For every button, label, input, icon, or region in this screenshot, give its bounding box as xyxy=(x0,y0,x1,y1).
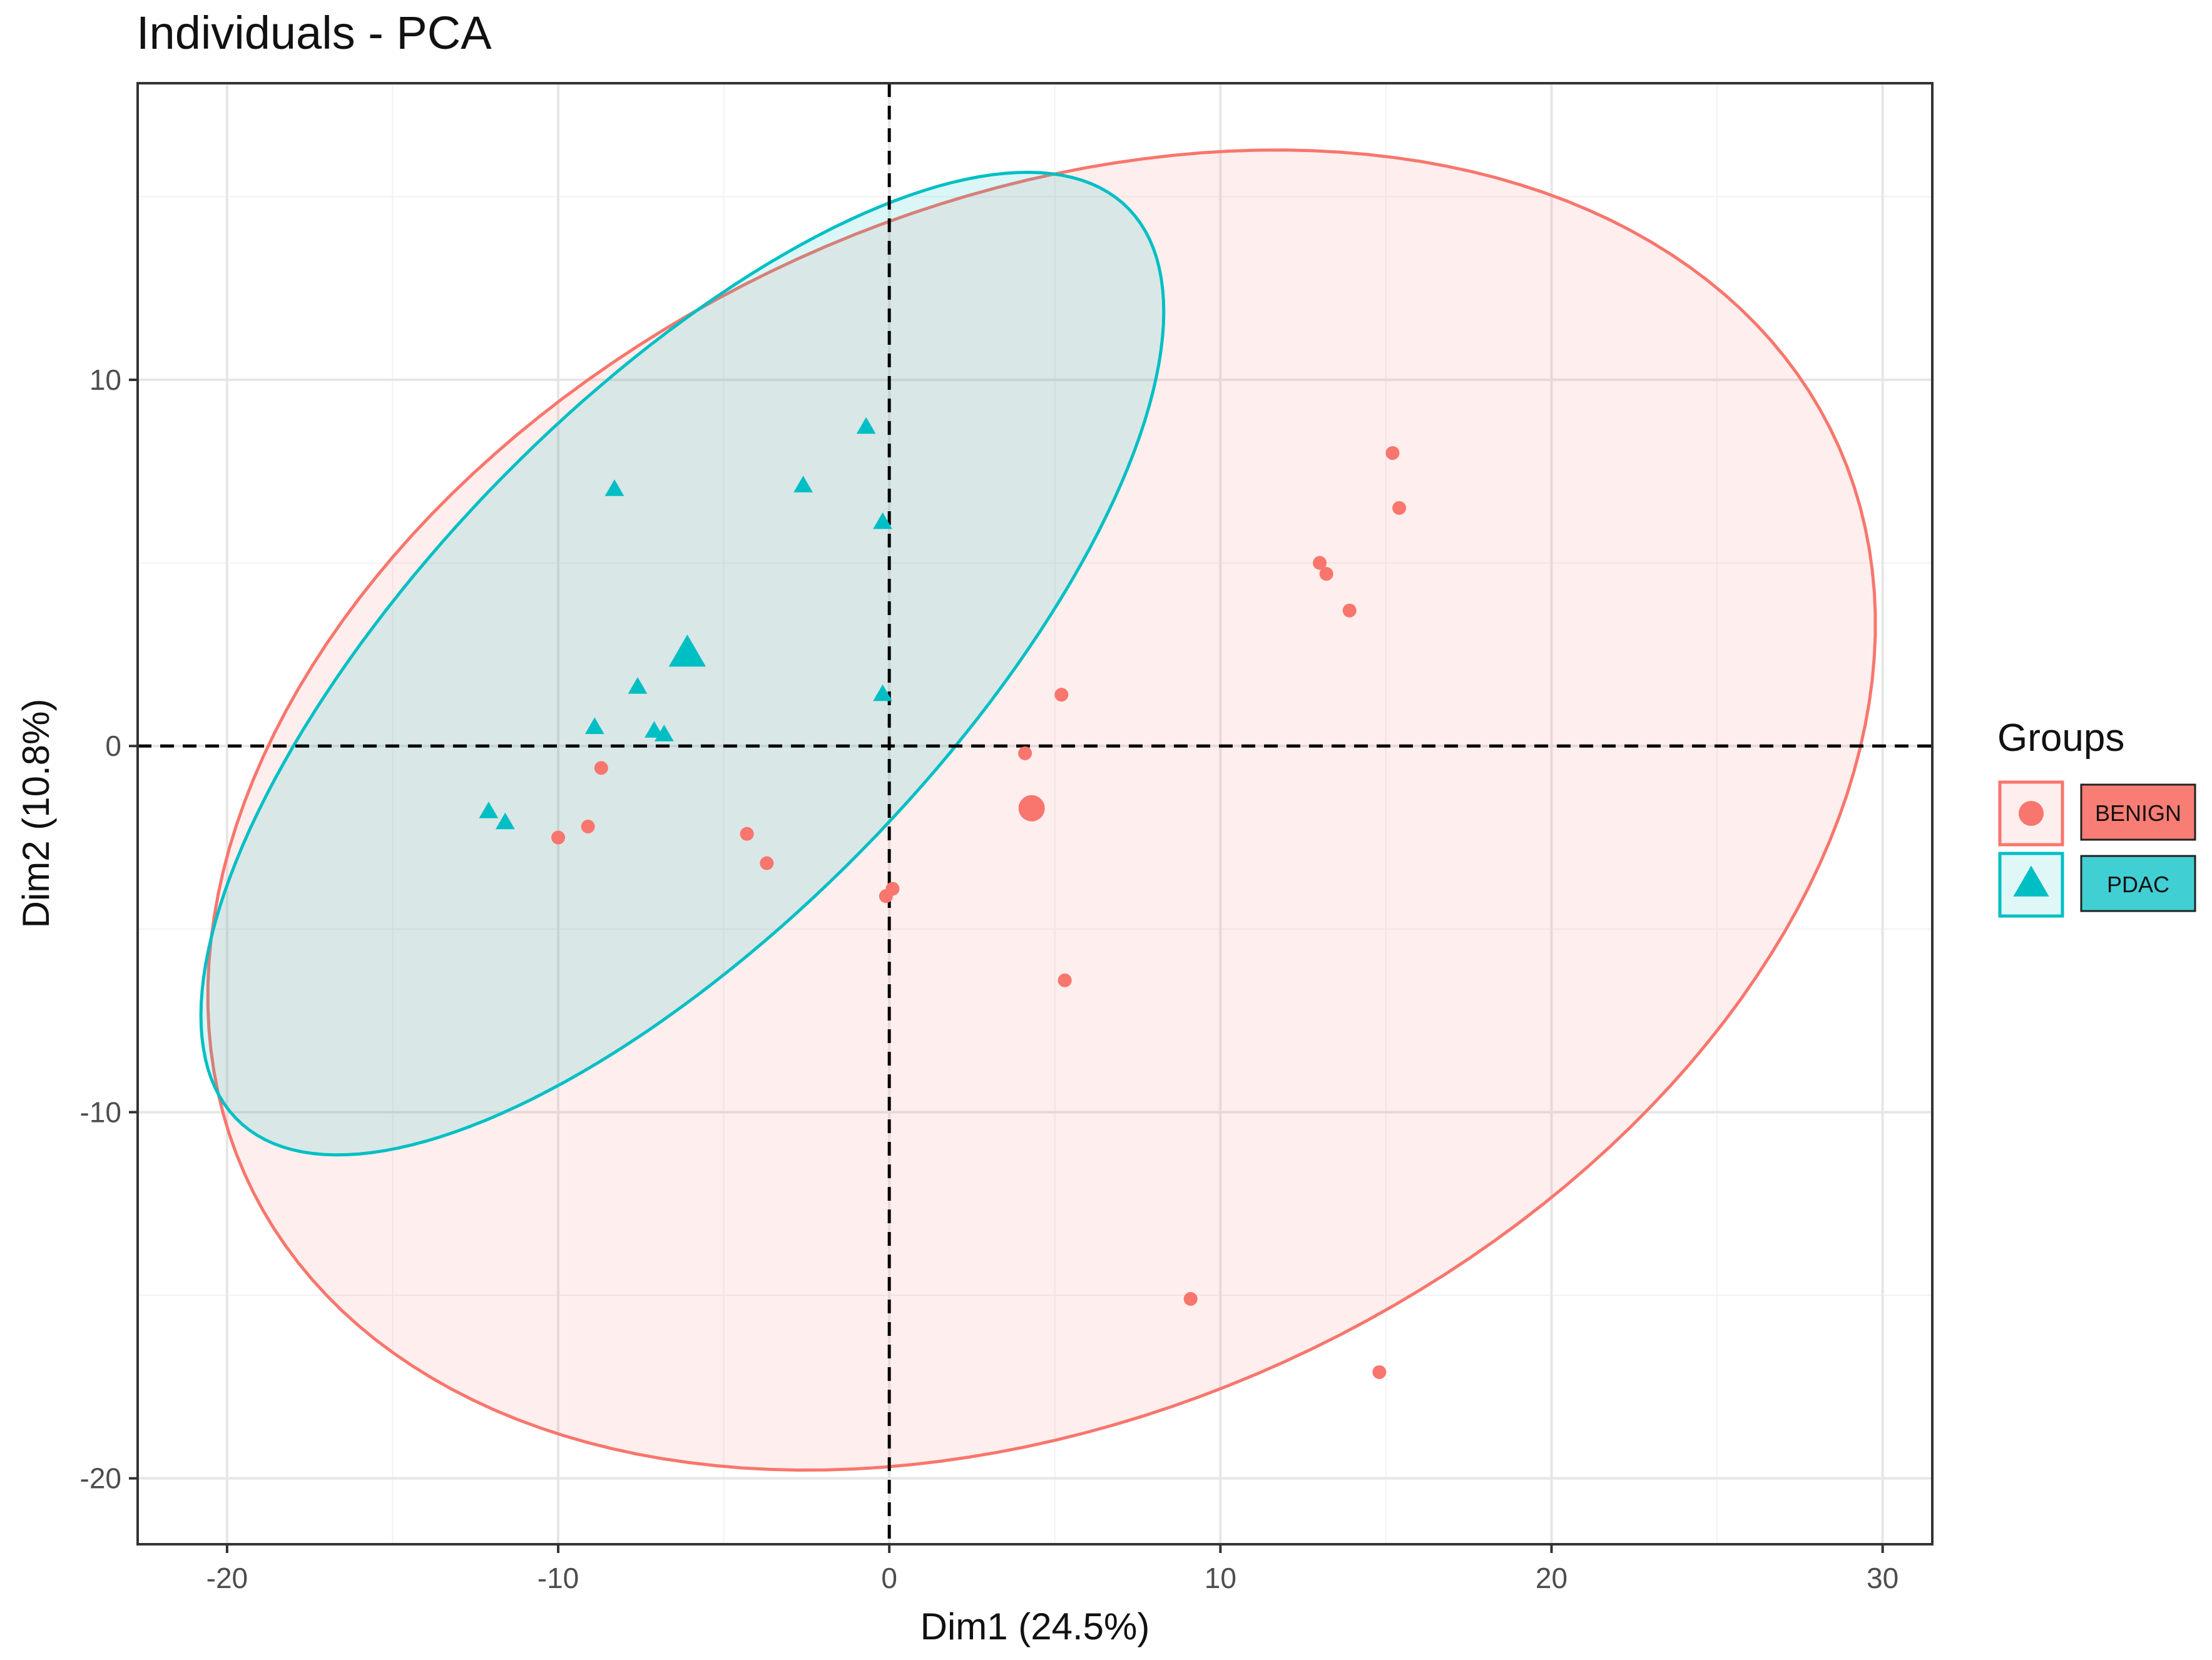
centroid-benign xyxy=(1018,795,1045,822)
point-benign xyxy=(1319,567,1333,581)
legend-label-box-pdac xyxy=(2080,855,2196,912)
centroid-pdac xyxy=(668,634,706,667)
x-axis-label: Dim1 (24.5%) xyxy=(920,1606,1150,1647)
point-pdac xyxy=(873,512,892,529)
legend-label-pdac: PDAC xyxy=(2107,872,2169,897)
x-tick-label: 10 xyxy=(1205,1562,1236,1594)
point-benign xyxy=(1058,973,1072,987)
point-pdac xyxy=(654,725,674,741)
point-benign xyxy=(1342,603,1357,618)
legend-label-box-benign xyxy=(2080,783,2196,841)
point-pdac xyxy=(628,677,648,694)
legend-marker-benign xyxy=(2019,801,2044,826)
point-pdac xyxy=(793,476,813,492)
legend-title: Groups xyxy=(1997,716,2124,760)
point-pdac xyxy=(495,812,515,830)
reference-lines xyxy=(138,83,1932,1544)
legend-item-benign: BENIGN xyxy=(1998,780,2196,847)
x-tick-label: 0 xyxy=(881,1562,897,1594)
legend: Groups BENIGN PDAC xyxy=(1997,716,2196,918)
legend-marker-pdac xyxy=(2013,865,2049,897)
point-benign xyxy=(1392,501,1407,515)
point-benign xyxy=(1183,1291,1198,1306)
x-tick-label: 20 xyxy=(1536,1562,1567,1594)
point-benign xyxy=(885,882,900,896)
point-benign xyxy=(1385,446,1400,461)
grid-lines xyxy=(138,83,1932,1544)
x-tick-label: -10 xyxy=(538,1562,579,1594)
point-benign xyxy=(1313,556,1327,570)
plot-border xyxy=(136,82,1934,1545)
x-tick-label: 30 xyxy=(1867,1562,1899,1594)
point-pdac xyxy=(856,417,876,434)
point-benign xyxy=(1372,1365,1387,1379)
point-benign xyxy=(551,830,566,845)
y-tick-label: 0 xyxy=(105,730,121,762)
point-pdac xyxy=(479,802,499,818)
point-pdac xyxy=(645,721,664,738)
legend-item-pdac: PDAC xyxy=(1998,852,2196,918)
chart-title: Individuals - PCA xyxy=(136,7,492,59)
point-benign xyxy=(740,827,754,841)
x-tick-label: -20 xyxy=(206,1562,248,1594)
point-benign xyxy=(1054,688,1069,702)
y-axis-label: Dim2 (10.8%) xyxy=(15,699,57,929)
y-tick-label: -10 xyxy=(80,1096,121,1128)
point-benign xyxy=(760,856,774,870)
point-benign xyxy=(1018,746,1032,760)
point-pdac xyxy=(604,479,624,496)
legend-items: BENIGN PDAC xyxy=(1998,780,2196,918)
y-tick-label: 10 xyxy=(89,364,121,396)
point-benign xyxy=(594,761,608,775)
point-pdac xyxy=(873,684,892,701)
axis-ticks: -20 -10 0 10 20 30 -20 -10 0 10 xyxy=(80,364,1899,1594)
data-points xyxy=(479,417,1407,1379)
legend-label-benign: BENIGN xyxy=(2095,800,2181,826)
y-tick-label: -20 xyxy=(80,1462,121,1495)
point-pdac xyxy=(584,717,604,735)
point-benign xyxy=(581,819,595,833)
